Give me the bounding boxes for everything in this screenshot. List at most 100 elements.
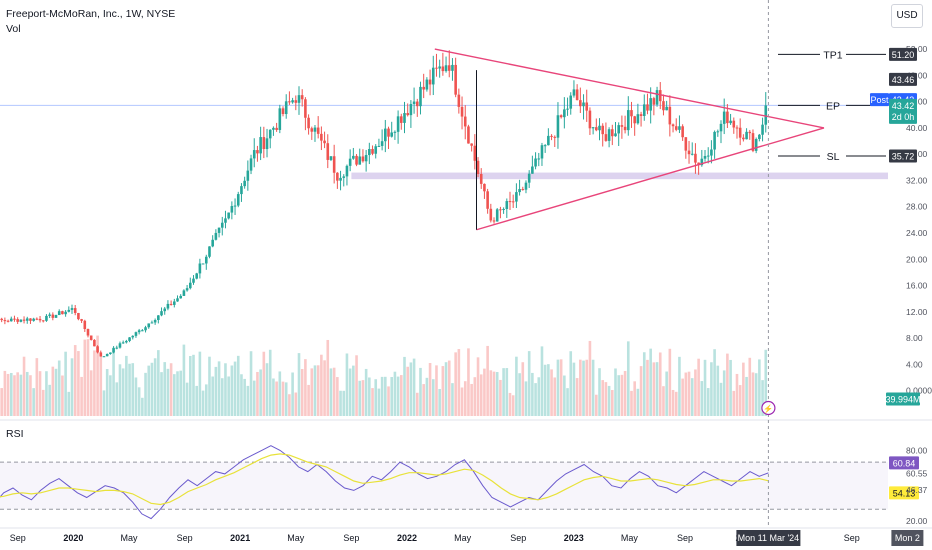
volume-bar [681, 378, 684, 416]
candle-body [617, 125, 620, 134]
volume-bar [19, 374, 23, 416]
candle-body [45, 315, 48, 321]
candle-body [185, 288, 189, 291]
volume-bar [326, 339, 330, 416]
volume-bar [690, 378, 694, 416]
candle-body [441, 66, 445, 72]
candle-body [361, 156, 365, 162]
candle-body [150, 322, 154, 324]
tp1-price-badge: 51.20 [892, 50, 915, 60]
candle-body [473, 145, 477, 161]
candle-body [422, 86, 425, 90]
candle-body [201, 263, 205, 265]
volume-bar [438, 388, 441, 416]
volume-bar [387, 386, 390, 416]
candle-body [22, 319, 26, 321]
candle-body [332, 156, 336, 173]
candle-body [655, 90, 659, 105]
volume-bar [307, 384, 310, 416]
alert-icon[interactable]: ⚡ [761, 400, 776, 416]
volume-bar [134, 377, 138, 416]
candle-body [13, 318, 16, 320]
candle-body [563, 109, 566, 118]
candle-body [550, 135, 553, 137]
candle-body [483, 183, 486, 192]
candle-body [454, 64, 457, 95]
candle-body [368, 149, 371, 156]
time-tick-label: May [120, 533, 138, 543]
volume-bar [195, 385, 198, 416]
candle-body [25, 318, 29, 321]
volume-bar [208, 356, 211, 416]
triangle-lower-trendline [476, 127, 825, 231]
volume-bar [649, 348, 652, 416]
currency-button[interactable]: USD [891, 4, 923, 28]
volume-bar [604, 382, 608, 416]
volume-bar [281, 381, 285, 416]
volume-bar [751, 372, 755, 416]
candle-body [67, 309, 71, 312]
volume-bar [6, 373, 10, 416]
time-tick-label: Sep [844, 533, 860, 543]
volume-bar [246, 385, 250, 416]
volume-bar [320, 354, 323, 416]
candle-body [182, 290, 186, 296]
annotation-label: SL [827, 151, 840, 163]
candle-body [128, 337, 131, 341]
volume-bar [227, 376, 230, 416]
candle-body [569, 95, 573, 109]
time-axis: Sep 2020 May Sep 2021 May Sep 2022 May Sep 2023 May… [0, 527, 932, 546]
rsi-ma-line [0, 453, 769, 506]
candle-body [275, 127, 278, 130]
candle-body [406, 113, 409, 116]
volume-bar [467, 348, 470, 416]
volume-bar [665, 371, 668, 416]
candle-body [642, 104, 646, 116]
volume-bar [703, 359, 707, 416]
volume-bar [694, 369, 697, 416]
volume-bar [527, 351, 531, 416]
candle-body [537, 158, 541, 160]
volume-bar [489, 370, 493, 416]
candle-body [678, 126, 681, 130]
candle-body [243, 180, 246, 187]
volume-bars [0, 335, 768, 416]
volume-bar [662, 386, 665, 416]
candle-body [294, 100, 298, 103]
volume-bar [531, 372, 534, 416]
candle-body [121, 342, 125, 344]
volume-bar [732, 390, 736, 416]
candle-body [252, 150, 256, 159]
candle-body [425, 79, 429, 90]
volume-bar [742, 362, 745, 416]
trade-annotations: TP1 EP SL [778, 49, 886, 163]
volume-bar [284, 382, 288, 416]
candle-body [674, 126, 678, 130]
candle-body [153, 319, 157, 323]
candle-body [339, 177, 342, 181]
volume-bar [614, 368, 617, 416]
volume-bar [147, 365, 151, 416]
candle-body [579, 100, 582, 107]
volume-bar [754, 373, 758, 416]
candle-body [99, 352, 103, 357]
volume-bar [160, 372, 163, 416]
price-tick-label: 40.00 [906, 123, 928, 133]
candle-body [291, 100, 294, 103]
close-price-badge: 43.42 [892, 101, 915, 111]
volume-bar [652, 362, 656, 416]
candle-body [403, 113, 406, 123]
volume-bar [607, 385, 611, 416]
candle-body [204, 256, 208, 264]
candle-body [48, 314, 51, 316]
candle-body [86, 329, 90, 336]
candle-body [495, 209, 499, 222]
volume-bar [105, 369, 109, 416]
volume-bar [342, 390, 346, 416]
candle-body [748, 131, 752, 134]
volume-bar [729, 359, 732, 416]
time-tick-label: May [621, 533, 639, 543]
candle-body [719, 123, 723, 132]
candle-body [463, 116, 467, 127]
